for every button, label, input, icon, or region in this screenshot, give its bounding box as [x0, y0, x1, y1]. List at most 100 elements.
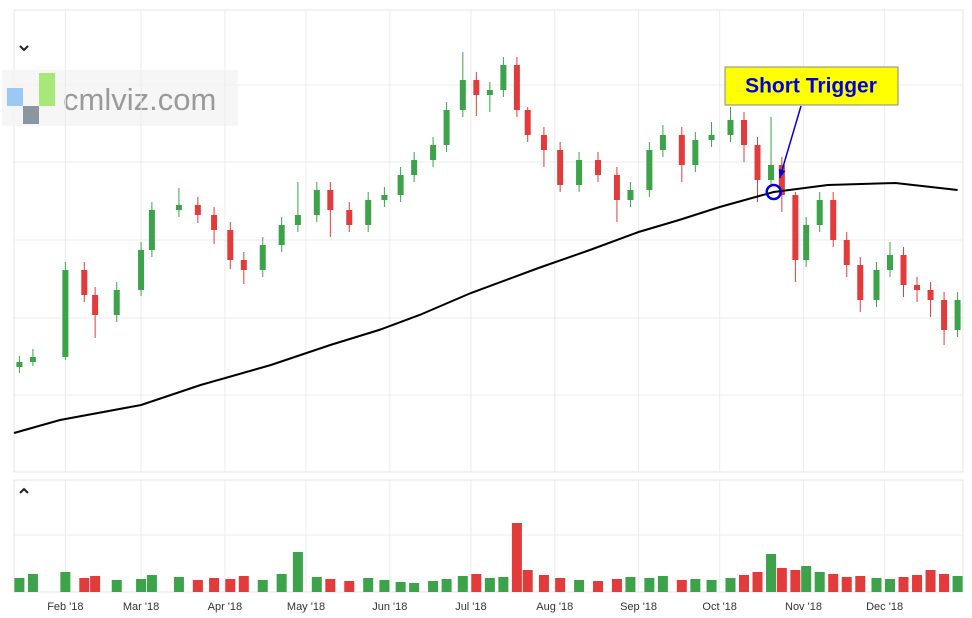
volume-bar: [657, 576, 668, 592]
x-tick-label: Dec '18: [866, 601, 903, 613]
volume-bar: [522, 570, 533, 592]
volume-bar: [814, 572, 825, 592]
candle-body: [486, 90, 493, 95]
candle-body: [557, 150, 564, 185]
volume-bar: [379, 580, 390, 592]
volume-bar: [276, 574, 287, 592]
volume-bar: [538, 575, 549, 592]
volume-bar: [766, 554, 777, 592]
candle-body: [659, 135, 666, 150]
candle-body: [595, 160, 601, 175]
candle-body: [346, 210, 353, 225]
candle-body: [754, 145, 761, 180]
logo-text: cmlviz.com: [63, 82, 216, 117]
candle-body: [113, 290, 120, 315]
volume-bar: [801, 566, 812, 592]
candle-body: [175, 205, 182, 210]
candle-body: [900, 255, 907, 285]
volume-bar: [855, 576, 866, 592]
volume-bar: [192, 580, 203, 592]
volume-bar: [484, 578, 495, 592]
volume-bar: [257, 580, 268, 592]
volume-bar: [428, 581, 439, 592]
volume-bar: [625, 577, 636, 592]
collapse-icon[interactable]: [19, 45, 29, 52]
volume-bar: [441, 579, 452, 592]
volume-bar: [574, 580, 585, 592]
logo: cmlviz.com: [2, 70, 238, 126]
annotation-arrow: [779, 105, 802, 179]
candle-body: [459, 80, 466, 110]
candle-body: [16, 362, 23, 367]
candle-body: [81, 270, 88, 295]
candle-body: [576, 160, 583, 185]
candle-body: [365, 200, 372, 225]
candle-body: [927, 290, 934, 300]
candle-body: [148, 210, 155, 250]
candle-body: [411, 160, 418, 175]
candle-body: [138, 250, 145, 290]
candle-body: [941, 300, 948, 330]
annotation-text: Short Trigger: [745, 75, 877, 98]
candle-body: [473, 80, 480, 95]
candle-body: [914, 285, 921, 290]
logo-square: [23, 106, 39, 124]
candle-body: [381, 195, 388, 200]
volume-bar: [146, 575, 157, 592]
volume-bar: [14, 578, 25, 592]
x-tick-label: Nov '18: [785, 601, 822, 613]
candle-body: [708, 135, 715, 140]
candle-body: [646, 150, 653, 190]
volume-bar: [79, 578, 90, 592]
x-tick-label: May '18: [287, 601, 325, 613]
volume-bar: [471, 574, 482, 592]
volume-bar: [752, 572, 763, 592]
volume-bar: [776, 568, 787, 592]
volume-bar: [841, 577, 852, 592]
expand-icon[interactable]: [19, 487, 29, 494]
candle-body: [741, 120, 747, 145]
volume-bar: [344, 581, 355, 592]
candle-body: [678, 135, 685, 165]
volume-bar: [706, 580, 717, 592]
volume-bar: [238, 576, 249, 592]
candle-body: [327, 190, 334, 210]
volume-bar: [511, 523, 522, 592]
candle-body: [830, 200, 837, 240]
candle-body: [62, 270, 69, 357]
candle-body: [443, 110, 450, 145]
candle-body: [524, 110, 531, 135]
volume-bar: [292, 552, 303, 592]
volume-bar: [593, 581, 603, 592]
volume-bar: [611, 579, 622, 592]
volume-bar: [27, 574, 38, 592]
candle-body: [692, 140, 699, 165]
x-tick-label: Aug '18: [536, 601, 573, 613]
candle-body: [513, 65, 520, 110]
candle-body: [430, 145, 437, 160]
volume-bar: [498, 577, 509, 592]
volume-bar: [409, 583, 420, 592]
x-tick-label: Oct '18: [702, 601, 737, 613]
candle-body: [816, 200, 823, 225]
volume-bar: [111, 580, 122, 592]
candle-body: [92, 295, 99, 315]
volume-bar: [952, 576, 963, 592]
x-tick-label: Mar '18: [123, 601, 159, 613]
volume-bar: [871, 578, 882, 592]
candle-body: [627, 190, 634, 200]
candle-body: [227, 230, 234, 260]
moving-average: [13, 181, 958, 434]
volume-bar: [363, 578, 374, 592]
candle-body: [313, 190, 320, 215]
candle-body: [278, 225, 285, 245]
volume-bar: [60, 572, 71, 592]
logo-square: [39, 73, 55, 106]
volume-bar: [395, 582, 406, 592]
candle-body: [500, 65, 507, 90]
annotation: Short Trigger: [724, 66, 899, 179]
candle-body: [843, 240, 850, 265]
volume-bar: [325, 579, 336, 592]
x-tick-label: Sep '18: [620, 601, 657, 613]
